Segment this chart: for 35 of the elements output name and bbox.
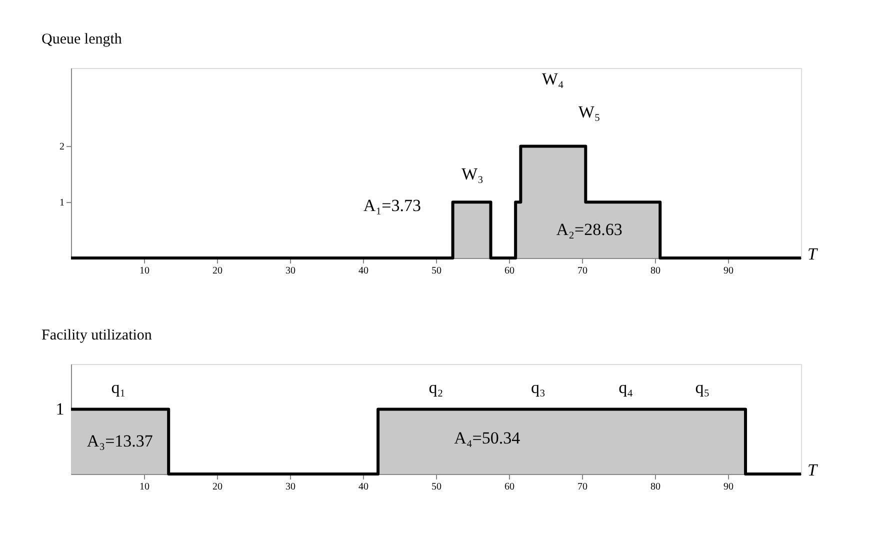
- text: q₄: [618, 378, 634, 397]
- x-tick-label: 10: [140, 482, 150, 492]
- x-tick-label: 70: [578, 266, 588, 276]
- x-axis-title: T: [808, 244, 818, 264]
- annotation: W₃: [462, 164, 484, 184]
- x-tick-label: 20: [212, 266, 222, 276]
- text: q₃: [530, 378, 546, 397]
- annotation: A₂=28.63: [556, 220, 622, 240]
- x-tick-label: 40: [358, 266, 368, 276]
- text: q₁: [111, 378, 126, 397]
- y-axis-title: Queue length: [42, 32, 122, 48]
- annotation: W₅: [578, 102, 600, 122]
- x-tick-label: 10: [140, 266, 150, 276]
- x-tick-label: 20: [212, 482, 222, 492]
- x-tick-label: 70: [578, 482, 588, 492]
- x-tick-label: 30: [286, 482, 296, 492]
- annotation: A₁=3.73: [363, 196, 421, 215]
- x-tick-label: 30: [286, 266, 296, 276]
- x-tick-label: 50: [432, 482, 442, 492]
- x-tick-label: 60: [504, 482, 514, 492]
- text: q₅: [695, 378, 710, 397]
- x-tick-label: 50: [432, 266, 442, 276]
- annotation: W₄: [542, 69, 564, 88]
- annotation: A₄=50.34: [454, 428, 521, 448]
- x-tick-label: 90: [724, 266, 734, 276]
- y-tick-label: 2: [60, 142, 64, 153]
- x-tick-label: 90: [724, 482, 734, 492]
- x-tick-label: 80: [650, 482, 660, 492]
- x-axis-title: T: [808, 460, 818, 480]
- annotation: A₃=13.37: [86, 432, 154, 451]
- y-axis-title: Facility utilization: [42, 328, 152, 344]
- x-tick-label: 40: [358, 482, 368, 492]
- x-tick-label: 60: [504, 266, 514, 276]
- x-tick-label: 80: [650, 266, 660, 276]
- text: q₂: [428, 378, 444, 397]
